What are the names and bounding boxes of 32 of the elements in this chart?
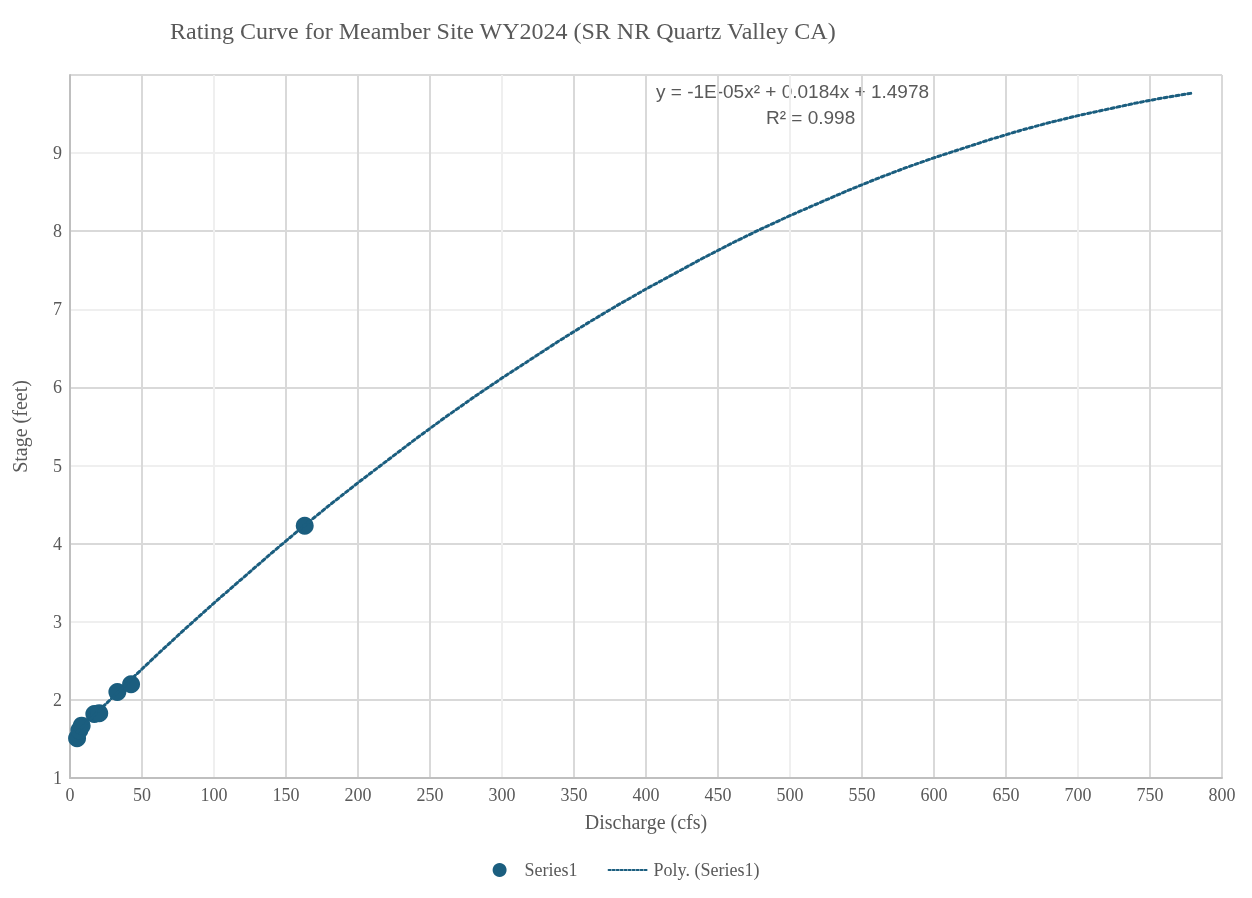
y-tick-label: 1 (53, 768, 62, 788)
x-tick-label: 450 (704, 785, 732, 805)
legend-label: Series1 (524, 860, 578, 880)
legend-label: Poly. (Series1) (653, 860, 760, 881)
x-tick-label: 200 (344, 785, 372, 805)
x-tick-label: 0 (65, 785, 75, 805)
x-tick-label: 800 (1208, 785, 1236, 805)
x-tick-label: 600 (920, 785, 948, 805)
x-tick-label: 650 (992, 785, 1020, 805)
x-tick-label: 100 (200, 785, 228, 805)
y-tick-label: 4 (53, 533, 62, 554)
x-tick-label: 250 (416, 785, 444, 805)
y-axis-title: Stage (feet) (9, 380, 32, 473)
annotation: R² = 0.998 (766, 107, 856, 128)
x-tick-label: 750 (1136, 785, 1164, 805)
x-tick-label: 700 (1064, 785, 1092, 805)
x-tick-label: 150 (272, 785, 300, 805)
x-tick-label: 500 (776, 785, 804, 805)
x-tick-label: 550 (848, 785, 876, 805)
y-tick-label: 9 (53, 143, 62, 164)
y-tick-label: 8 (53, 221, 62, 242)
y-tick-label: 3 (53, 611, 62, 632)
x-tick-label: 50 (133, 785, 151, 805)
x-tick-label: 400 (632, 785, 660, 805)
y-tick-label: 7 (53, 299, 62, 320)
y-tick-label: 5 (53, 455, 62, 476)
x-tick-label: 350 (560, 785, 588, 805)
x-tick-label: 300 (488, 785, 516, 805)
x-axis-title: Discharge (cfs) (584, 811, 708, 834)
y-tick-label: 6 (53, 377, 62, 398)
chart-title: Rating Curve for Meamber Site WY2024 (SR NR Quartz Valley CA) (170, 18, 836, 44)
y-tick-label: 2 (53, 689, 62, 710)
